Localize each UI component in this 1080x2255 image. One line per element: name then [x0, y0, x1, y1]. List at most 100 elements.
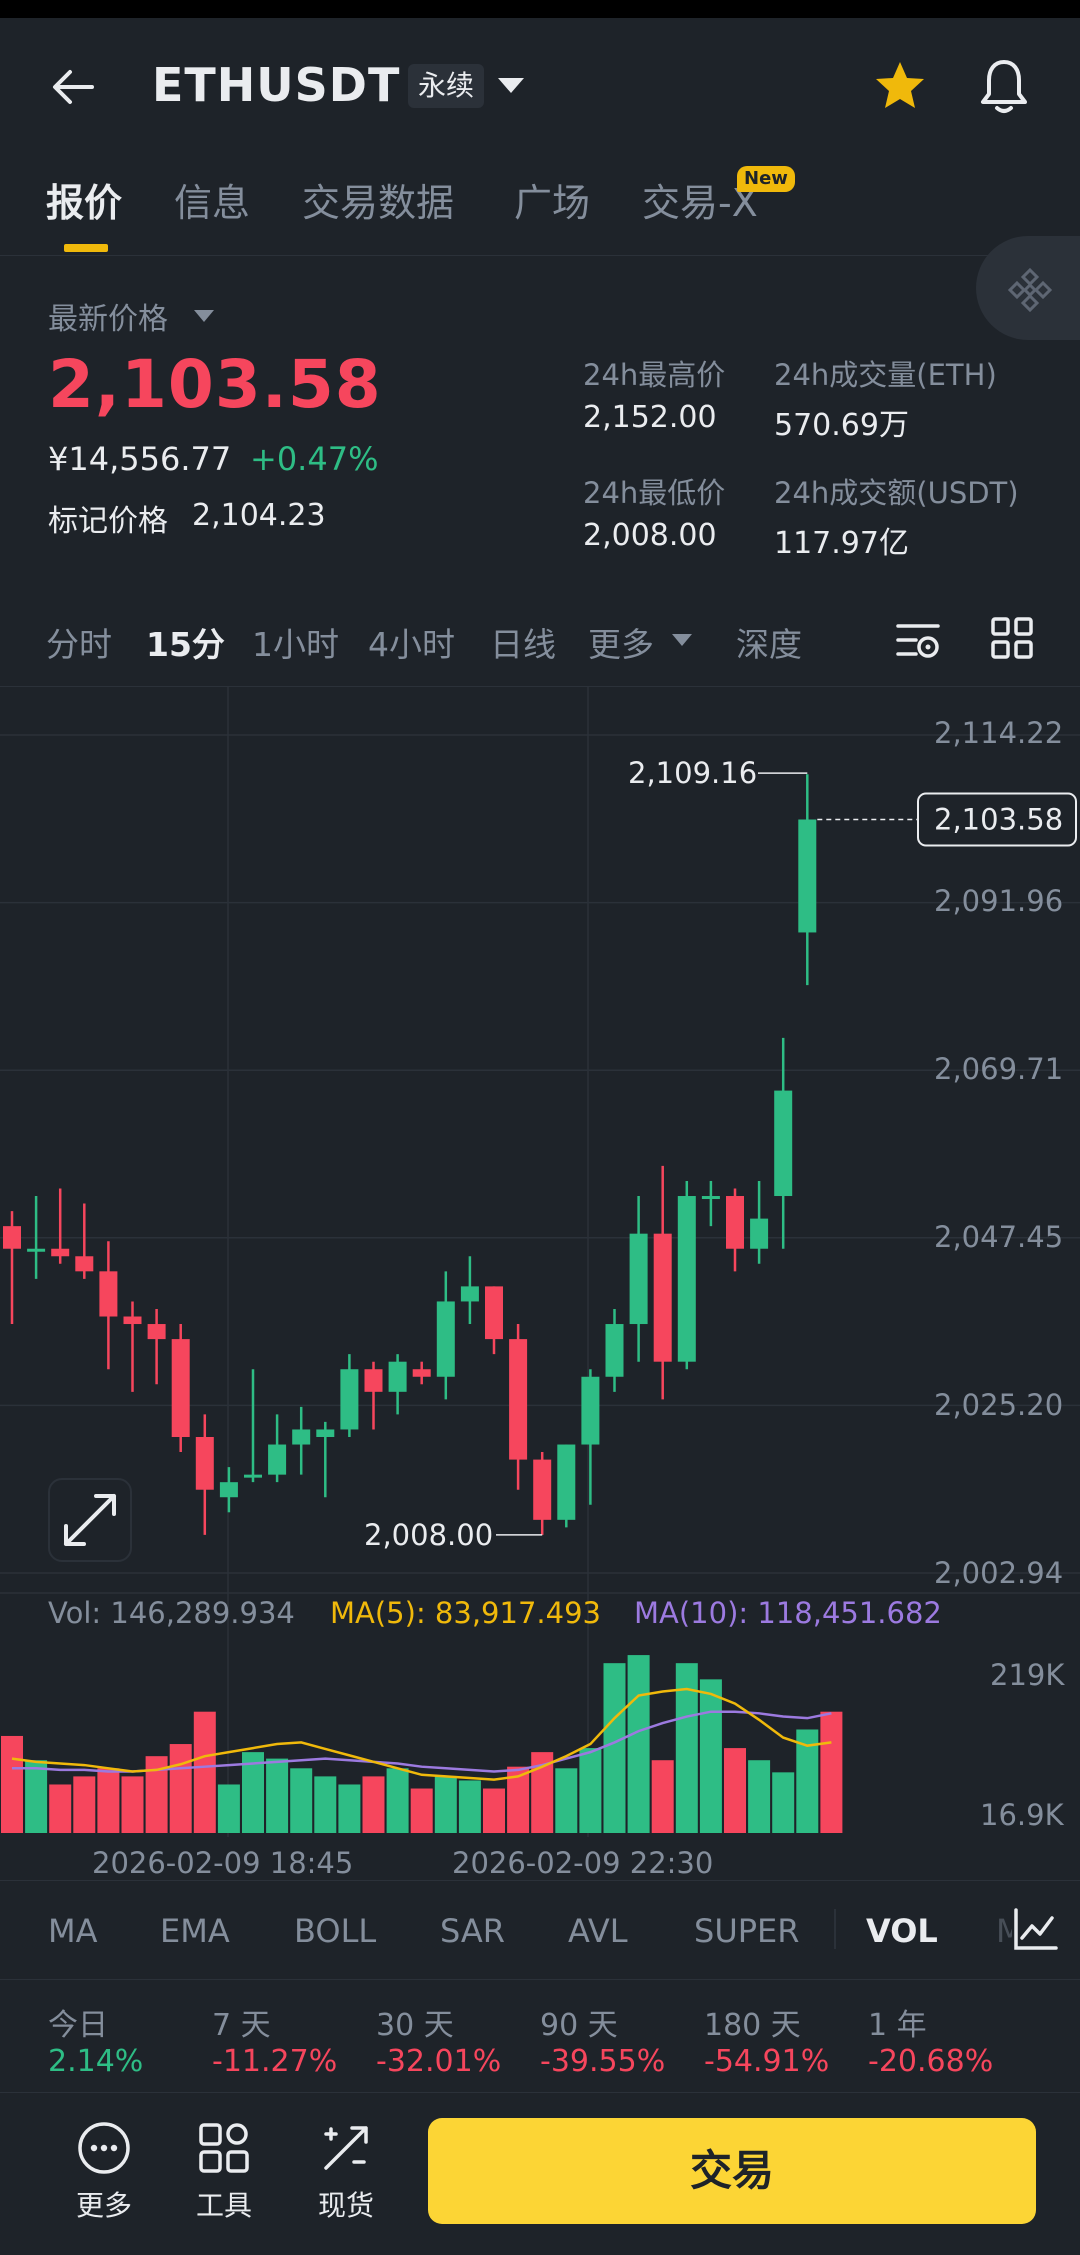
stat-24h-turnover-value: 117.97亿	[774, 526, 909, 561]
candle-body	[436, 1301, 455, 1377]
indicator-vol[interactable]: VOL	[866, 1912, 938, 1950]
interval-15m[interactable]: 15分	[146, 625, 225, 664]
last-price: 2,103.58	[48, 346, 382, 423]
interval-1d[interactable]: 日线	[490, 625, 556, 664]
volume-bar	[217, 1784, 240, 1833]
volume-label: Vol: 146,289.934	[48, 1596, 295, 1630]
interval-more[interactable]: 更多	[588, 625, 654, 664]
candle-body	[412, 1369, 431, 1377]
candle-body	[774, 1090, 793, 1197]
indicator-avl[interactable]: AVL	[568, 1912, 628, 1950]
interval-1h[interactable]: 1小时	[252, 625, 339, 664]
volume-bar	[49, 1784, 72, 1833]
volume-bar	[748, 1760, 771, 1833]
candle-body	[557, 1444, 576, 1520]
indicator-tabs	[0, 1880, 1080, 1980]
more-label[interactable]: 更多	[76, 2189, 133, 2222]
candle-body	[653, 1233, 672, 1362]
spot-label[interactable]: 现货	[318, 2189, 375, 2222]
y-tick-label: 2,002.94	[934, 1556, 1064, 1590]
volume-bar	[458, 1780, 481, 1833]
volume-bar	[121, 1776, 144, 1833]
volume-bar	[362, 1776, 385, 1833]
stat-24h-volume-label: 24h成交量(ETH)	[774, 358, 997, 392]
tools-label[interactable]: 工具	[196, 2189, 253, 2222]
current-price-tag	[917, 792, 1077, 847]
candle-body	[364, 1369, 383, 1392]
volume-bar	[724, 1748, 746, 1833]
trade-button[interactable]: 交易	[428, 2118, 1036, 2224]
cny-price: ¥14,556.77	[48, 440, 232, 478]
candle-body	[340, 1369, 359, 1430]
volume-bar	[651, 1760, 674, 1833]
price-type-dropdown-icon[interactable]	[194, 310, 214, 322]
candle-body	[750, 1218, 769, 1249]
volume-bar	[434, 1776, 457, 1833]
interval-time[interactable]: 分时	[46, 625, 112, 664]
tab-square[interactable]: 广场	[514, 181, 591, 225]
indicator-ma[interactable]: MA	[48, 1912, 98, 1950]
candle-body	[533, 1459, 552, 1520]
volume-bar	[266, 1758, 289, 1833]
candle-body	[219, 1482, 238, 1498]
indicator-super[interactable]: SUPER	[694, 1912, 800, 1950]
stat-24h-low-value: 2,008.00	[583, 518, 717, 553]
candle-body	[244, 1474, 262, 1478]
perf-value-7d: -11.27%	[212, 2044, 338, 2079]
tab-info[interactable]: 信息	[174, 181, 251, 225]
indicator-boll[interactable]: BOLL	[294, 1912, 377, 1950]
perf-label-7d: 7 天	[212, 2008, 271, 2043]
symbol-title[interactable]: ETHUSDT	[152, 58, 401, 112]
mark-price-value: 2,104.23	[192, 498, 326, 533]
x-axis-label: 2026-02-09 22:30	[452, 1846, 714, 1880]
candle-body	[726, 1196, 744, 1249]
candle-body	[605, 1324, 624, 1377]
chart-settings-icon[interactable]	[894, 618, 942, 662]
last-price-label[interactable]: 最新价格	[48, 302, 168, 337]
more-dropdown-icon[interactable]	[672, 634, 692, 646]
active-tab-indicator	[64, 244, 108, 252]
tab-trading-data[interactable]: 交易数据	[302, 181, 455, 225]
candle-body	[798, 819, 817, 933]
volume-bar	[772, 1772, 795, 1833]
ma10-label: MA(10): 118,451.682	[634, 1596, 942, 1630]
x-axis-label: 2026-02-09 18:45	[92, 1846, 354, 1880]
perf-label-1y: 1 年	[868, 2008, 927, 2043]
volume-bar	[25, 1760, 48, 1833]
volume-bar	[820, 1711, 843, 1833]
perf-value-30d: -32.01%	[376, 2044, 502, 2079]
candle-body	[509, 1339, 528, 1460]
volume-bar	[579, 1748, 602, 1833]
kline-chart[interactable]: 2,109.16 2,008.00 2,103.58	[0, 686, 1080, 1876]
tools-icon[interactable]	[196, 2120, 252, 2176]
vol-tick-label: 219K	[990, 1658, 1065, 1692]
back-arrow-icon[interactable]	[48, 62, 98, 112]
perf-value-today: 2.14%	[48, 2044, 144, 2079]
contract-type-badge: 永续	[408, 64, 485, 108]
indicator-divider	[834, 1909, 836, 1949]
volume-bar	[531, 1752, 554, 1833]
indicator-chart-icon[interactable]	[1012, 1906, 1058, 1952]
indicator-sar[interactable]: SAR	[440, 1912, 506, 1950]
bell-icon[interactable]	[976, 56, 1032, 116]
volume-bar	[1, 1735, 23, 1833]
y-tick-label: 2,091.96	[934, 884, 1064, 918]
perf-label-90d: 90 天	[540, 2008, 618, 2043]
interval-4h[interactable]: 4小时	[368, 625, 455, 664]
candle-body	[99, 1271, 118, 1317]
candle-body	[485, 1286, 503, 1340]
indicator-ema[interactable]: EMA	[160, 1912, 230, 1950]
symbol-dropdown-icon[interactable]	[498, 78, 524, 93]
tab-quote[interactable]: 报价	[46, 181, 123, 225]
volume-bar	[675, 1663, 698, 1833]
volume-bar	[290, 1768, 313, 1833]
volume-bar	[97, 1768, 120, 1833]
more-icon[interactable]	[76, 2120, 132, 2176]
spot-swap-icon[interactable]	[318, 2120, 374, 2176]
favorite-star-icon[interactable]	[872, 58, 928, 114]
fullscreen-button[interactable]	[48, 1478, 132, 1562]
ma5-label: MA(5): 83,917.493	[330, 1596, 601, 1630]
interval-depth[interactable]: 深度	[736, 625, 802, 664]
volume-bar	[242, 1752, 264, 1833]
layout-grid-icon[interactable]	[990, 616, 1034, 660]
